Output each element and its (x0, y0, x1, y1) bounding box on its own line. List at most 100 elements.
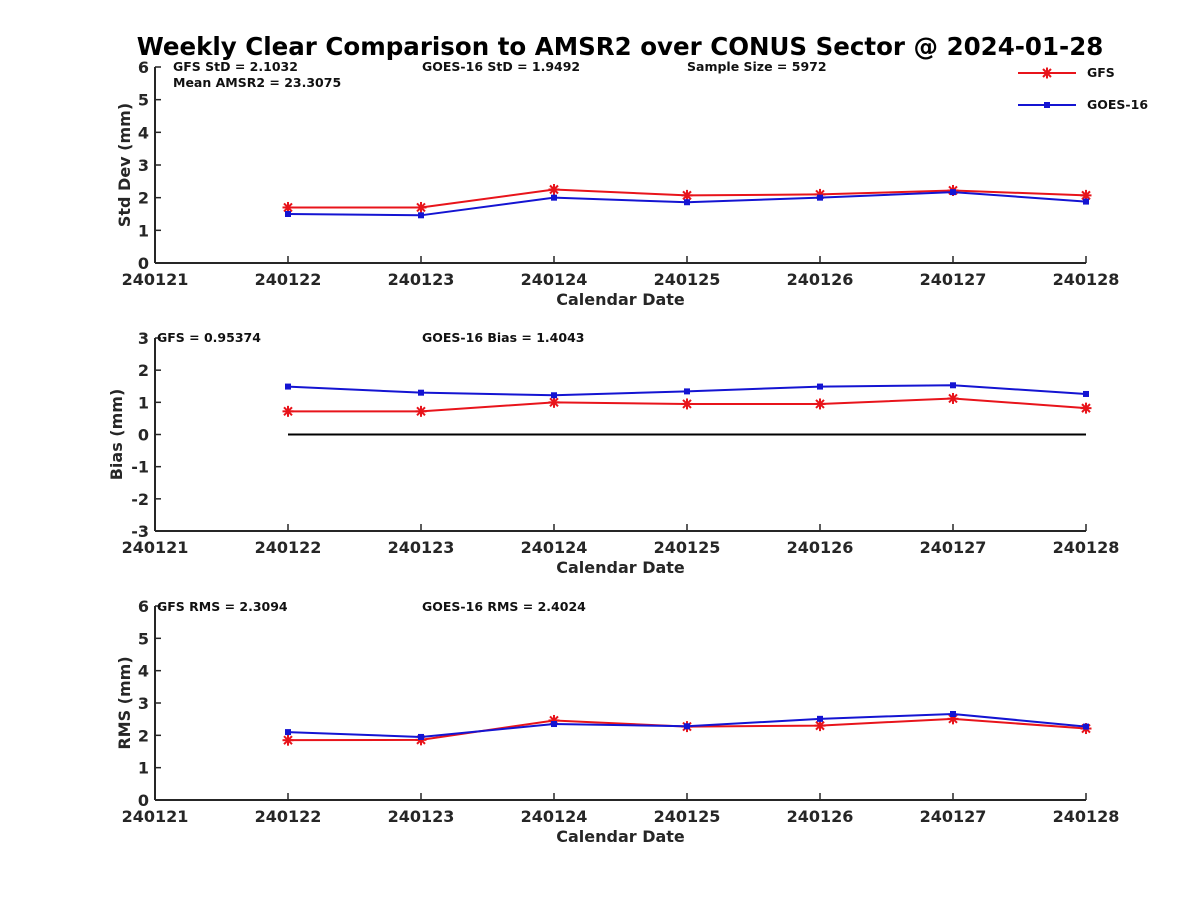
y-tick-label: -2 (131, 490, 149, 509)
data-point-gfs (814, 398, 826, 410)
x-tick-label: 240127 (920, 807, 987, 826)
y-tick-label: 0 (138, 426, 149, 445)
x-tick-label: 240126 (787, 538, 854, 557)
legend-gfs-swatch (1018, 67, 1076, 79)
data-point-gfs (415, 405, 427, 417)
y-tick-label: 4 (138, 662, 149, 681)
y-tick-label: 0 (138, 254, 149, 273)
x-tick-label: 240122 (255, 807, 322, 826)
legend-label-goes16: GOES-16 (1087, 97, 1149, 112)
y-tick-label: 1 (138, 759, 149, 778)
x-tick-label: 240124 (521, 270, 588, 289)
y-axis-label: RMS (mm) (115, 656, 134, 749)
y-tick-label: 3 (138, 156, 149, 175)
x-axis-label: Calendar Date (556, 827, 685, 846)
data-point-gfs (814, 720, 826, 732)
x-tick-label: 240126 (787, 270, 854, 289)
x-tick-label: 240125 (654, 538, 721, 557)
y-tick-label: 6 (138, 597, 149, 616)
data-point-gfs (415, 201, 427, 213)
y-tick-label: 1 (138, 221, 149, 240)
data-point-goes16 (950, 189, 956, 196)
y-tick-label: 6 (138, 58, 149, 77)
x-tick-label: 240124 (521, 807, 588, 826)
y-tick-label: 5 (138, 91, 149, 110)
data-point-gfs (282, 734, 294, 746)
y-tick-label: 0 (138, 791, 149, 810)
data-point-goes16 (551, 721, 557, 728)
x-tick-label: 240128 (1053, 270, 1120, 289)
legend-item-gfs: GFS (1012, 63, 1182, 83)
y-tick-label: 2 (138, 361, 149, 380)
y-tick-label: -1 (131, 458, 149, 477)
x-tick-label: 240121 (122, 270, 189, 289)
y-tick-label: 2 (138, 189, 149, 208)
stat-annotation: Sample Size = 5972 (687, 59, 827, 74)
legend-label-gfs: GFS (1087, 65, 1115, 80)
data-point-goes16 (817, 194, 823, 201)
data-point-gfs (282, 405, 294, 417)
stat-annotation: GFS RMS = 2.3094 (157, 599, 288, 614)
stat-annotation: GFS = 0.95374 (157, 330, 261, 345)
x-tick-label: 240121 (122, 807, 189, 826)
data-point-goes16 (1083, 198, 1089, 205)
x-tick-label: 240123 (388, 538, 455, 557)
legend-item-goes16: GOES-16 (1012, 95, 1182, 115)
x-tick-label: 240121 (122, 538, 189, 557)
data-point-goes16 (950, 710, 956, 717)
data-point-goes16 (817, 383, 823, 390)
data-point-goes16 (285, 383, 291, 390)
data-point-goes16 (684, 388, 690, 395)
data-point-gfs (548, 396, 560, 408)
legend-goes16-swatch (1018, 102, 1076, 108)
data-point-goes16 (551, 392, 557, 399)
x-tick-label: 240125 (654, 807, 721, 826)
y-tick-label: 5 (138, 629, 149, 648)
x-tick-label: 240128 (1053, 807, 1120, 826)
x-tick-label: 240122 (255, 538, 322, 557)
data-point-goes16 (418, 733, 424, 740)
x-tick-label: 240124 (521, 538, 588, 557)
chart-title: Weekly Clear Comparison to AMSR2 over CO… (137, 32, 1104, 61)
x-tick-label: 240122 (255, 270, 322, 289)
stat-annotation: GFS StD = 2.1032 (173, 59, 298, 74)
data-point-goes16 (1083, 390, 1089, 397)
x-tick-label: 240127 (920, 538, 987, 557)
data-point-gfs (548, 184, 560, 195)
data-point-goes16 (285, 729, 291, 736)
y-tick-label: 3 (138, 694, 149, 713)
y-axis-label: Std Dev (mm) (115, 103, 134, 227)
data-point-goes16 (684, 723, 690, 730)
x-axis-label: Calendar Date (556, 558, 685, 577)
data-point-gfs (681, 398, 693, 410)
y-tick-label: -3 (131, 522, 149, 541)
panel-1: 0 1 2 3 4 5 6 240121 240122 240123 240124 240125 240… (115, 58, 1119, 309)
stat-annotation: Mean AMSR2 = 23.3075 (173, 75, 341, 90)
y-tick-label: 4 (138, 123, 149, 142)
data-point-gfs (947, 392, 959, 404)
data-point-goes16 (684, 199, 690, 206)
data-point-goes16 (551, 194, 557, 201)
stat-annotation: GOES-16 StD = 1.9492 (422, 59, 580, 74)
x-tick-label: 240126 (787, 807, 854, 826)
panel-2: -3 -2 -1 0 1 2 3 240121 240122 240123 240124 240125… (107, 329, 1119, 577)
x-tick-label: 240123 (388, 807, 455, 826)
y-tick-label: 1 (138, 393, 149, 412)
panel-3: 0 1 2 3 4 5 6 240121 240122 240123 240124 240125 240… (115, 597, 1119, 846)
data-point-goes16 (418, 212, 424, 219)
x-tick-label: 240125 (654, 270, 721, 289)
data-point-gfs (1080, 402, 1092, 414)
data-point-gfs (681, 189, 693, 201)
legend: GFS GOES-16 (1012, 60, 1182, 130)
data-point-goes16 (817, 715, 823, 722)
y-axis-label: Bias (mm) (107, 389, 126, 481)
data-point-goes16 (418, 389, 424, 396)
data-point-gfs (1080, 189, 1092, 201)
x-axis-label: Calendar Date (556, 290, 685, 309)
y-tick-label: 2 (138, 726, 149, 745)
y-tick-label: 3 (138, 329, 149, 348)
stat-annotation: GOES-16 RMS = 2.4024 (422, 599, 586, 614)
x-tick-label: 240127 (920, 270, 987, 289)
